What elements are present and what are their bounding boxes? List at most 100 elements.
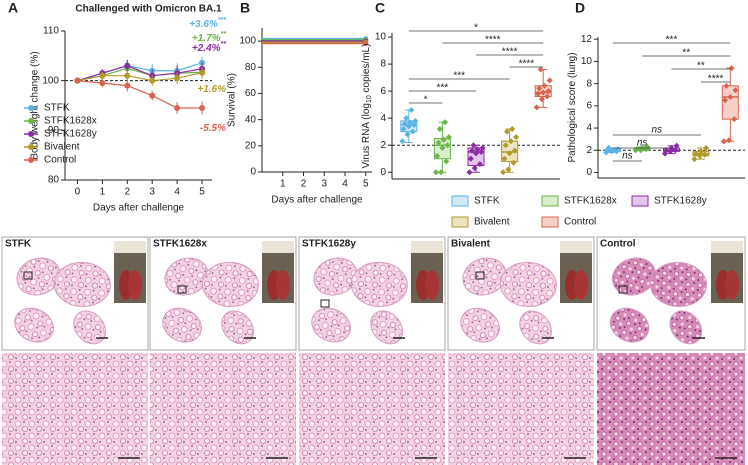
data-point (644, 143, 651, 150)
legend-swatch (451, 216, 469, 228)
gross-ruler (560, 241, 592, 253)
annotation-text: +3.6% (189, 19, 218, 30)
y-tick-label: 2 (380, 140, 386, 151)
annotation: +2.4%** (192, 41, 226, 54)
data-point (727, 93, 734, 100)
y-tick-label: 10 (375, 32, 387, 43)
data-point (540, 89, 547, 96)
y-tick-label: 110 (43, 26, 59, 37)
data-point (505, 166, 512, 173)
data-point (438, 169, 445, 176)
y-tick-label: 0 (380, 167, 386, 178)
y-tick-label: 4 (586, 123, 592, 134)
data-point (504, 128, 510, 135)
bracket-label: **** (502, 47, 518, 58)
data-point (124, 82, 131, 89)
annotation: -5.5% (200, 123, 226, 134)
y-axis-label: Body weight change (%) (30, 51, 41, 159)
annotation-text: +1.7% (192, 33, 221, 44)
panel-letter: A (8, 0, 18, 16)
legend-label: STFK (474, 196, 500, 207)
x-tick-label: 1 (100, 187, 106, 198)
data-point (363, 40, 369, 46)
legend-label: Bivalent (44, 142, 80, 153)
data-point (697, 148, 704, 155)
data-point (732, 87, 739, 94)
data-point (544, 93, 551, 100)
data-point (691, 156, 698, 163)
bracket-label: ** (682, 48, 690, 59)
zoom-box (177, 285, 187, 294)
panel-letter: B (240, 0, 250, 16)
legend-label: Control (564, 217, 596, 228)
data-point (445, 134, 452, 141)
y-axis-label-part: copies/mL) (361, 44, 372, 96)
data-point (507, 138, 514, 145)
data-point (673, 142, 680, 149)
x-tick-label: 4 (342, 179, 348, 190)
data-point (440, 136, 447, 143)
data-point (407, 119, 414, 126)
data-point (404, 131, 411, 138)
lung-section (609, 307, 650, 343)
bracket-label: ns (652, 125, 663, 136)
y-axis-label-part: Virus RNA (log (361, 103, 372, 168)
data-point (509, 125, 516, 132)
gross-lung (425, 270, 439, 300)
series-line (77, 65, 203, 82)
data-point (174, 104, 181, 111)
data-point (74, 77, 81, 84)
data-point (199, 104, 206, 111)
series-line (77, 80, 203, 109)
legend-swatch (451, 195, 469, 207)
x-tick-label: 0 (75, 187, 81, 198)
y-tick-label: 20 (245, 140, 257, 151)
data-point (701, 151, 708, 158)
annotation-text: +2.4% (192, 43, 221, 54)
bracket-label: *** (666, 35, 678, 46)
data-point (722, 97, 729, 104)
lung-section (201, 261, 259, 307)
y-tick-label: 90 (48, 125, 60, 136)
bracket-label: **** (519, 59, 535, 70)
gross-lung (276, 270, 290, 300)
y-axis-label-part: Pathological score (lung) (567, 52, 578, 162)
annotation: +1.6% (197, 84, 226, 95)
data-point (444, 142, 451, 149)
legend-label: STFK1628x (564, 196, 617, 207)
gross-lung (128, 270, 142, 300)
data-point (470, 142, 477, 149)
y-tick-label: 0 (586, 167, 592, 178)
data-point (474, 146, 481, 153)
legend-label: STFK (44, 103, 70, 114)
data-point (471, 165, 478, 172)
annotation: +3.6%*** (189, 17, 226, 30)
data-point (436, 125, 443, 132)
data-point (434, 153, 441, 160)
zoom-image (299, 353, 445, 465)
data-point (399, 138, 406, 145)
lung-section (14, 307, 54, 343)
lung-section (499, 261, 557, 307)
legend-marker (28, 105, 34, 111)
data-point (439, 144, 446, 151)
zoom-image (2, 353, 148, 465)
annotation-sup: ** (221, 31, 227, 38)
data-point (409, 128, 416, 135)
data-point (124, 62, 131, 69)
y-axis-label: Survival (%) (227, 73, 238, 127)
x-tick-label: 5 (199, 187, 205, 198)
data-point (537, 66, 544, 73)
zoom-image (150, 353, 296, 465)
annotation: +1.7%** (192, 31, 226, 44)
x-tick-label: 3 (321, 179, 327, 190)
legend-swatch (541, 216, 559, 228)
data-point (199, 69, 206, 76)
legend-label: STFK1628y (44, 129, 97, 140)
data-point (435, 139, 442, 146)
data-point (609, 147, 616, 154)
data-point (400, 125, 407, 132)
bracket-label: *** (437, 83, 449, 94)
data-point (467, 155, 474, 162)
lung-section (649, 261, 707, 307)
